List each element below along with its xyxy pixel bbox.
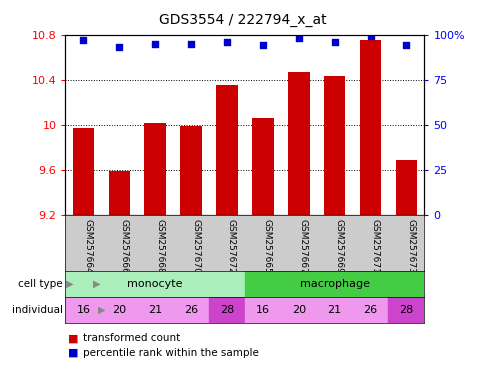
Bar (65, 271, 244, 297)
Text: monocyte: monocyte (127, 279, 182, 289)
Text: 26: 26 (363, 305, 377, 315)
Bar (65, 297, 101, 323)
Text: ■: ■ (68, 348, 78, 358)
Bar (244, 297, 280, 323)
Bar (323, 76, 345, 215)
Point (187, 41, 195, 47)
Text: 26: 26 (183, 305, 198, 315)
Text: 16: 16 (256, 305, 269, 315)
Text: ■: ■ (68, 333, 78, 343)
Text: GDS3554 / 222794_x_at: GDS3554 / 222794_x_at (158, 13, 326, 27)
Text: percentile rank within the sample: percentile rank within the sample (83, 348, 259, 358)
Text: GSM257666: GSM257666 (119, 220, 128, 275)
Text: cell type: cell type (18, 279, 63, 289)
Text: GSM257673: GSM257673 (406, 220, 415, 275)
Bar (359, 40, 380, 215)
Bar (108, 171, 130, 215)
Bar (73, 128, 94, 215)
Text: GSM257665: GSM257665 (262, 220, 272, 275)
Point (294, 35, 302, 41)
Text: ▶: ▶ (63, 279, 74, 289)
Text: 20: 20 (112, 305, 126, 315)
Text: 20: 20 (291, 305, 305, 315)
Bar (144, 122, 166, 215)
Bar (287, 72, 309, 215)
Text: GSM257672: GSM257672 (227, 220, 236, 274)
Bar (395, 160, 416, 215)
Point (258, 42, 266, 48)
Text: ▶: ▶ (98, 305, 106, 315)
Point (79, 37, 87, 43)
Bar (388, 297, 424, 323)
Bar (209, 297, 244, 323)
Text: 28: 28 (398, 305, 413, 315)
Point (366, 33, 374, 40)
Text: individual: individual (12, 305, 63, 315)
Text: 28: 28 (219, 305, 234, 315)
Point (115, 44, 123, 50)
Point (223, 39, 230, 45)
Text: 16: 16 (76, 305, 90, 315)
Bar (252, 118, 273, 215)
Bar (316, 297, 352, 323)
Bar (352, 297, 388, 323)
Point (402, 42, 409, 48)
Text: GSM257664: GSM257664 (83, 220, 92, 274)
Text: GSM257669: GSM257669 (334, 220, 343, 275)
Point (151, 41, 159, 47)
Text: GSM257667: GSM257667 (298, 220, 307, 275)
Bar (244, 271, 424, 297)
Text: macrophage: macrophage (299, 279, 369, 289)
Text: 21: 21 (148, 305, 162, 315)
Bar (216, 85, 237, 215)
Bar (101, 297, 137, 323)
Text: GSM257671: GSM257671 (370, 220, 379, 275)
Text: ▶: ▶ (93, 279, 100, 289)
Bar (173, 297, 209, 323)
Bar (137, 297, 173, 323)
Point (330, 39, 338, 45)
Text: 21: 21 (327, 305, 341, 315)
Bar (180, 126, 201, 215)
Text: GSM257670: GSM257670 (191, 220, 200, 275)
Bar (280, 297, 316, 323)
Text: GSM257668: GSM257668 (155, 220, 164, 275)
Text: transformed count: transformed count (83, 333, 181, 343)
